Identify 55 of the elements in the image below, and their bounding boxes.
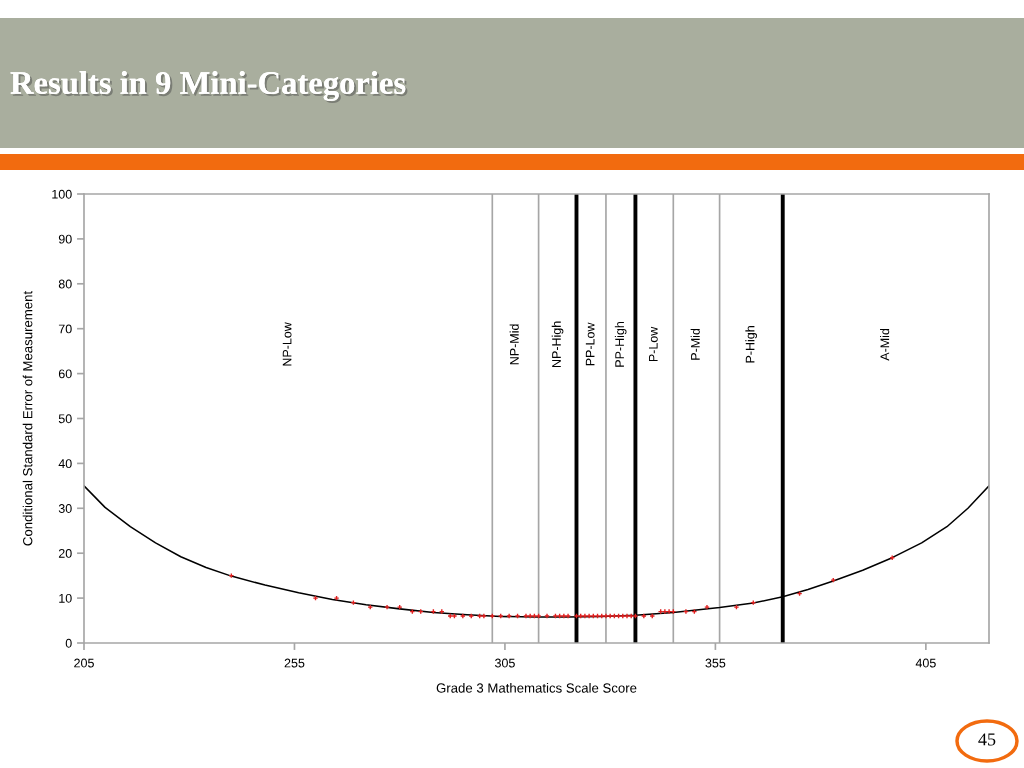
point <box>594 613 601 619</box>
y-tick-label: 0 <box>65 638 72 648</box>
y-tick-label: 60 <box>58 369 72 379</box>
y-tick-label: 80 <box>58 279 72 289</box>
annotation: PP-High <box>614 321 627 367</box>
point <box>733 604 740 610</box>
annotation: NP-High <box>551 321 564 368</box>
point <box>704 604 710 610</box>
point <box>451 613 458 619</box>
x-axis-title: Grade 3 Mathematics Scale Score <box>436 683 637 693</box>
annotation: A-Mid <box>880 328 890 361</box>
annotation: NP-Low <box>282 322 292 366</box>
point <box>607 613 614 619</box>
x-tick-label: 255 <box>284 658 305 668</box>
point <box>683 608 689 615</box>
y-tick-label: 90 <box>58 234 72 244</box>
y-tick-label: 50 <box>58 414 72 424</box>
point <box>640 613 647 619</box>
chart-title: Results in 9 Mini-Categories <box>10 71 408 104</box>
point <box>459 613 466 619</box>
point <box>661 608 668 615</box>
point <box>312 595 319 601</box>
point <box>514 613 521 619</box>
point <box>527 613 534 619</box>
y-tick-label: 30 <box>58 504 72 513</box>
x-tick-label: 355 <box>705 658 726 668</box>
point <box>506 613 513 619</box>
y-tick-label: 20 <box>58 549 72 558</box>
annotation: NP-Mid <box>509 324 519 365</box>
point <box>476 613 483 619</box>
x-tick-label: 205 <box>74 658 94 668</box>
annotation: PP-Low <box>585 322 595 366</box>
y-tick-label: 100 <box>52 189 72 199</box>
y-tick-label: 70 <box>58 324 72 334</box>
point <box>573 613 580 619</box>
point <box>560 613 567 619</box>
annotation: P-High <box>745 326 757 363</box>
annotation: P-Low <box>648 326 658 362</box>
y-axis-title: Conditional Standard Error of Measurement <box>22 290 33 546</box>
point <box>535 613 542 619</box>
point <box>615 613 622 619</box>
point <box>889 554 896 561</box>
x-tick-label: 305 <box>494 658 515 668</box>
y-tick-label: 10 <box>59 593 72 603</box>
point <box>384 604 390 610</box>
y-tick-label: 40 <box>58 459 72 469</box>
point <box>333 595 340 601</box>
x-tick-label: 405 <box>915 658 936 668</box>
point <box>544 613 550 619</box>
point <box>586 613 593 619</box>
point <box>632 613 639 619</box>
annotation: P-Mid <box>690 328 700 360</box>
text: 45 <box>978 733 996 746</box>
point <box>556 613 563 619</box>
point <box>480 613 487 619</box>
